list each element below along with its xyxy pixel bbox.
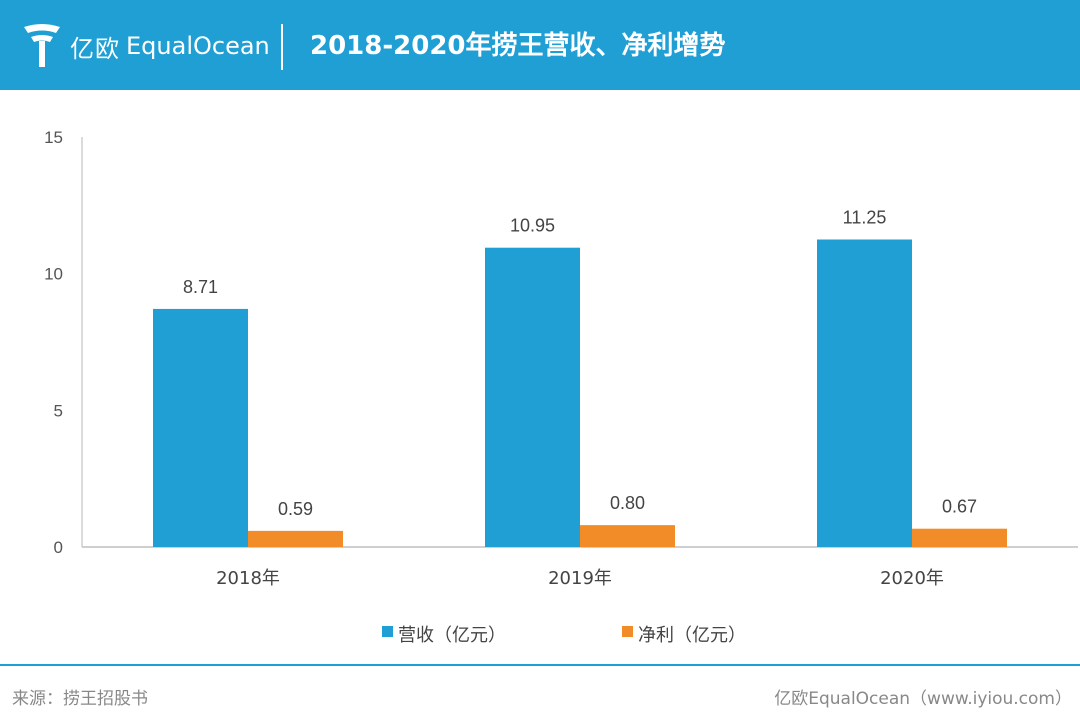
- x-tick-label: 2018年: [216, 568, 280, 589]
- logo-chinese: 亿欧: [70, 34, 120, 63]
- bar-revenue: [153, 308, 248, 547]
- bar-chart: 0 5 10 15 8.71 0.59 2018年 10.95 0.80 2019年 11.25 0.…: [44, 128, 1078, 646]
- legend-swatch: [622, 626, 633, 637]
- legend-label: 净利（亿元）: [638, 625, 746, 646]
- data-label: 10.95: [510, 216, 555, 236]
- equalocean-logo-icon: [24, 24, 60, 67]
- data-label: 0.59: [278, 499, 313, 519]
- y-tick-label: 0: [54, 538, 63, 557]
- data-label: 0.80: [610, 493, 645, 513]
- x-tick-label: 2020年: [880, 568, 944, 589]
- y-tick-label: 15: [44, 128, 63, 147]
- header-divider: [281, 24, 283, 70]
- header-banner: 亿欧 EqualOcean 2018-2020年捞王营收、净利增势: [0, 0, 1080, 90]
- logo: 亿欧 EqualOcean: [22, 20, 270, 72]
- footer-credit: 亿欧EqualOcean（www.iyiou.com）: [774, 689, 1072, 709]
- footer-divider: [0, 664, 1080, 666]
- data-label: 8.71: [183, 277, 218, 297]
- bar-net-profit: [248, 530, 343, 547]
- source-note: 来源：捞王招股书: [12, 689, 148, 709]
- y-tick-label: 10: [44, 265, 63, 284]
- bar-revenue: [485, 247, 580, 547]
- bar-net-profit: [912, 528, 1007, 547]
- data-label: 11.25: [843, 208, 887, 228]
- legend-label: 营收（亿元）: [398, 625, 506, 646]
- bar-revenue: [817, 239, 912, 547]
- x-tick-label: 2019年: [548, 568, 612, 589]
- data-label: 0.67: [942, 497, 977, 517]
- y-tick-label: 5: [54, 401, 63, 420]
- bar-net-profit: [580, 525, 675, 547]
- logo-english: EqualOcean: [126, 32, 270, 60]
- legend-swatch: [382, 626, 393, 637]
- page-title: 2018-2020年捞王营收、净利增势: [310, 31, 726, 61]
